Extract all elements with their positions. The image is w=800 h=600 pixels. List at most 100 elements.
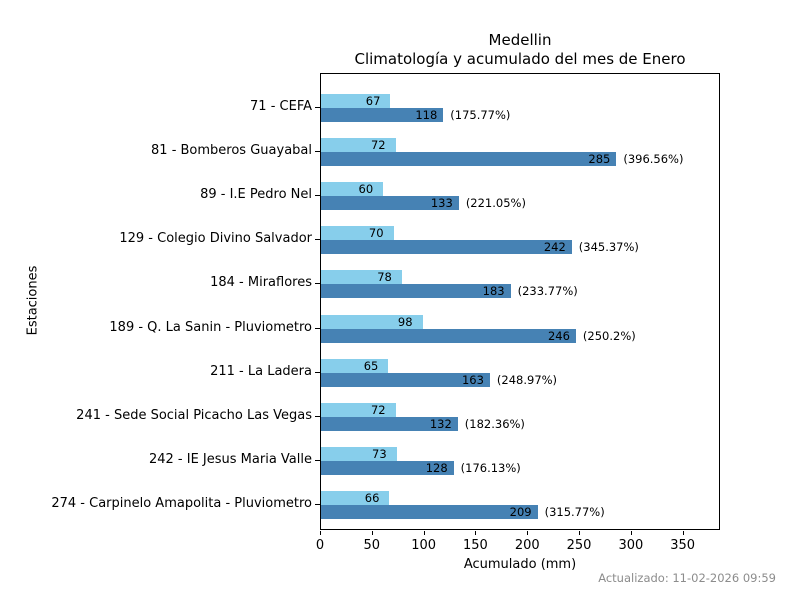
x-tick-label: 100	[411, 538, 437, 553]
acumulado-value-label: 209	[509, 504, 532, 519]
climatologia-value-label: 73	[372, 446, 387, 461]
x-tick-label: 0	[315, 538, 325, 553]
station-bar-group: 67 118 (175.77%)	[321, 94, 719, 122]
climatologia-bar	[321, 226, 394, 241]
climatologia-bar	[321, 402, 396, 417]
acumulado-value-label: 163	[461, 372, 484, 387]
acumulado-bar	[321, 460, 454, 475]
acumulado-value-label: 133	[430, 196, 453, 211]
percentage-label: (182.36%)	[464, 416, 525, 431]
acumulado-bar	[321, 284, 511, 299]
acumulado-bar	[321, 108, 444, 122]
x-tick-mark	[579, 531, 581, 535]
station-bar-group: 65 163 (248.97%)	[321, 358, 719, 387]
station-label: 242 - IE Jesus Maria Valle	[148, 451, 312, 467]
climatologia-value-label: 65	[363, 358, 379, 373]
y-tick-mark	[315, 107, 320, 108]
station-label: 241 - Sede Social Picacho Las Vegas	[76, 407, 312, 423]
station-bar-group: 70 242 (345.37%)	[321, 226, 719, 255]
station-bar-group: 66 209 (315.77%)	[321, 490, 719, 519]
climatologia-value-label: 72	[370, 138, 386, 153]
station-label: 89 - I.E Pedro Nel	[200, 187, 312, 203]
y-tick-mark	[315, 327, 320, 329]
acumulado-bar	[321, 152, 617, 167]
acumulado-value-label: 285	[588, 152, 611, 167]
x-tick-mark	[630, 531, 632, 535]
acumulado-bar	[321, 328, 576, 343]
station-bar-group: 73 128 (176.13%)	[321, 446, 719, 475]
percentage-label: (315.77%)	[544, 504, 605, 519]
percentage-label: (345.37%)	[578, 240, 639, 255]
y-tick-mark	[315, 503, 320, 505]
acumulado-value-label: 118	[415, 108, 438, 122]
percentage-label: (396.56%)	[623, 152, 684, 167]
acumulado-value-label: 246	[547, 328, 570, 343]
percentage-label: (221.05%)	[465, 196, 526, 211]
acumulado-value-label: 242	[543, 240, 566, 255]
x-tick-mark	[682, 531, 684, 535]
acumulado-value-label: 128	[425, 460, 448, 475]
station-label: 71 - CEFA	[250, 99, 312, 114]
acumulado-bar	[321, 504, 538, 519]
station-label: 189 - Q. La Sanin - Pluviometro	[109, 319, 312, 335]
y-tick-mark	[315, 415, 320, 417]
x-tick-label: 150	[463, 538, 488, 553]
y-tick-mark	[315, 459, 320, 461]
climatologia-bar	[321, 94, 391, 108]
climatologia-value-label: 66	[364, 490, 380, 505]
station-bar-group: 72 285 (396.56%)	[321, 138, 719, 167]
climatologia-bar	[321, 314, 423, 329]
climatologia-bar	[321, 182, 384, 197]
climatologia-bar	[321, 490, 390, 505]
station-label: 184 - Miraflores	[210, 275, 312, 291]
chart-subtitle: Climatología y acumulado del mes de Ener…	[354, 50, 686, 68]
x-tick-mark	[423, 531, 425, 535]
station-label: 211 - La Ladera	[210, 363, 312, 379]
percentage-label: (175.77%)	[450, 108, 511, 122]
climatologia-value-label: 78	[377, 270, 392, 285]
y-axis-label: Estaciones	[25, 265, 41, 336]
x-tick-mark	[371, 531, 373, 535]
climatologia-value-label: 98	[397, 314, 413, 329]
y-tick-mark	[315, 371, 320, 373]
station-bar-group: 60 133 (221.05%)	[321, 182, 719, 211]
plot-area: 67 118 (175.77%) 72 285 (396.56%) 60 133…	[320, 73, 720, 530]
station-bar-group: 72 132 (182.36%)	[321, 402, 719, 431]
station-bar-group: 98 246 (250.2%)	[321, 314, 719, 343]
acumulado-bar	[321, 372, 490, 387]
y-tick-mark	[315, 195, 320, 197]
x-tick-label: 50	[363, 538, 381, 553]
percentage-label: (176.13%)	[460, 460, 521, 475]
x-tick-mark	[320, 531, 321, 535]
percentage-label: (233.77%)	[517, 284, 578, 299]
climatologia-value-label: 60	[358, 182, 374, 197]
station-label: 274 - Carpinelo Amapolita - Pluviometro	[51, 495, 312, 511]
station-label: 129 - Colegio Divino Salvador	[119, 231, 312, 247]
acumulado-bar	[321, 196, 459, 211]
climatologia-bar	[321, 358, 389, 373]
climatologia-bar	[321, 138, 396, 153]
climatologia-value-label: 67	[365, 94, 381, 108]
x-tick-mark	[475, 531, 477, 535]
climatologia-bar	[321, 446, 397, 461]
x-tick-label: 300	[618, 538, 644, 553]
y-tick-mark	[315, 151, 320, 153]
y-tick-mark	[315, 239, 320, 241]
x-tick-mark	[527, 531, 529, 535]
percentage-label: (250.2%)	[582, 328, 636, 343]
acumulado-bar	[321, 240, 572, 255]
updated-timestamp: Actualizado: 11-02-2026 09:59	[598, 571, 776, 585]
y-tick-mark	[315, 283, 320, 285]
acumulado-bar	[321, 416, 458, 431]
climatologia-value-label: 70	[368, 226, 384, 241]
acumulado-value-label: 183	[482, 284, 505, 299]
x-tick-label: 200	[514, 538, 540, 553]
x-axis-label: Acumulado (mm)	[463, 557, 577, 572]
chart-title: Medellin	[488, 31, 552, 49]
x-tick-label: 250	[566, 538, 592, 553]
percentage-label: (248.97%)	[496, 372, 558, 387]
station-label: 81 - Bomberos Guayabal	[151, 143, 312, 159]
station-bar-group: 78 183 (233.77%)	[321, 270, 719, 299]
acumulado-value-label: 132	[429, 416, 452, 431]
